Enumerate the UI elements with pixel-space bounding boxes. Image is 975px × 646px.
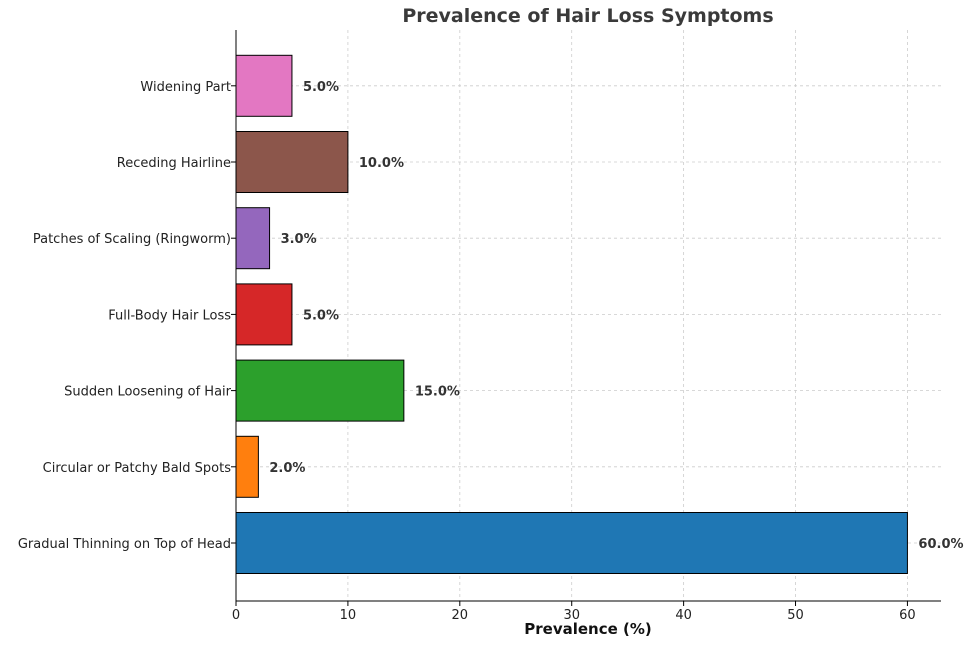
category-label: Full-Body Hair Loss — [108, 308, 231, 323]
x-tick-label: 40 — [675, 608, 692, 623]
x-tick-label: 10 — [340, 608, 357, 623]
category-label: Widening Part — [140, 80, 231, 95]
value-label: 2.0% — [269, 461, 305, 476]
grid-layer — [236, 30, 941, 601]
category-label: Circular or Patchy Bald Spots — [43, 461, 232, 476]
bar — [235, 131, 349, 193]
value-label: 60.0% — [918, 537, 963, 552]
category-labels-layer: Gradual Thinning on Top of Head Circular … — [18, 80, 236, 552]
bar — [235, 359, 405, 422]
value-label: 3.0% — [281, 232, 317, 247]
bar — [235, 435, 259, 498]
x-tick-label: 60 — [899, 608, 916, 623]
category-label: Gradual Thinning on Top of Head — [18, 537, 231, 552]
x-tick-label: 0 — [232, 608, 240, 623]
category-label: Sudden Loosening of Hair — [64, 385, 232, 400]
x-ticks-layer: 0 10 20 30 40 50 60 — [232, 601, 916, 623]
x-tick-label: 50 — [787, 608, 804, 623]
value-label: 5.0% — [303, 308, 339, 323]
category-label: Receding Hairline — [117, 156, 231, 171]
x-axis-label: Prevalence (%) — [524, 620, 652, 638]
chart-title: Prevalence of Hair Loss Symptoms — [402, 5, 773, 27]
bar — [235, 512, 908, 574]
category-label: Patches of Scaling (Ringworm) — [33, 232, 231, 247]
value-labels-layer: 60.0% 2.0% 15.0% 5.0% 3.0% 10.0% 5.0% — [269, 80, 963, 552]
value-label: 15.0% — [415, 385, 460, 400]
x-tick-label: 20 — [452, 608, 469, 623]
bar — [235, 54, 293, 117]
bar — [235, 207, 271, 270]
value-label: 10.0% — [359, 156, 404, 171]
bar — [235, 283, 293, 346]
x-tick-label: 30 — [563, 608, 580, 623]
value-label: 5.0% — [303, 80, 339, 95]
